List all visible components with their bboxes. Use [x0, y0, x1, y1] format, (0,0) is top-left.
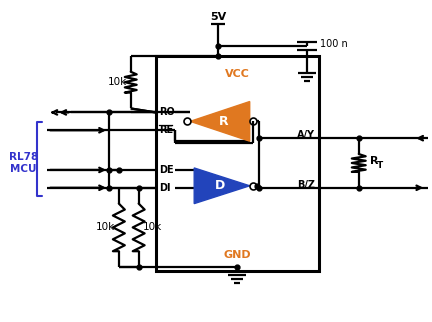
Text: 10k: 10k	[143, 223, 162, 232]
Text: 100 n: 100 n	[320, 39, 348, 49]
Text: VCC: VCC	[225, 69, 250, 79]
Text: R: R	[219, 115, 229, 128]
Text: RO: RO	[159, 108, 175, 118]
Polygon shape	[190, 101, 250, 141]
Text: 10k: 10k	[95, 223, 115, 232]
Text: DE: DE	[159, 165, 174, 175]
Text: 5V: 5V	[210, 12, 226, 22]
Polygon shape	[194, 168, 250, 204]
Bar	[156, 56, 319, 271]
Text: B/Z: B/Z	[297, 180, 315, 190]
Text: RE: RE	[159, 125, 174, 135]
Text: 10k: 10k	[108, 77, 127, 87]
Text: T: T	[377, 161, 383, 170]
Text: D: D	[215, 179, 225, 192]
Text: RL78
MCU: RL78 MCU	[9, 152, 38, 174]
Text: GND: GND	[223, 250, 251, 260]
Text: DI: DI	[159, 183, 171, 193]
Text: A/Y: A/Y	[297, 130, 315, 140]
Text: R: R	[370, 156, 378, 166]
